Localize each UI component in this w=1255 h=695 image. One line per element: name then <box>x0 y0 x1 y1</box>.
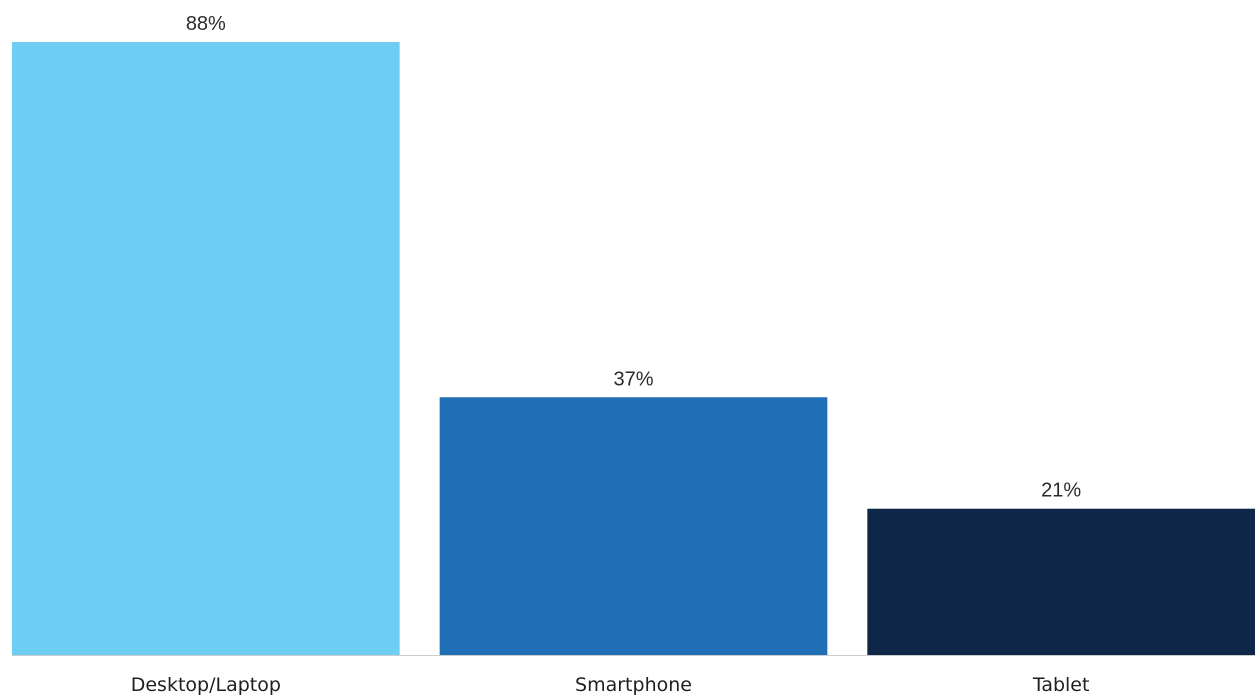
x-tick-label: Desktop/Laptop <box>131 674 281 695</box>
bars-group <box>12 42 1255 655</box>
value-labels-group: 88% 37% 21% <box>186 13 1082 502</box>
bar-desktop-laptop <box>12 42 400 655</box>
data-label: 37% <box>613 368 653 390</box>
category-labels-group: Desktop/Laptop Smartphone Tablet <box>131 674 1090 695</box>
bar-smartphone <box>439 397 828 655</box>
x-tick-label: Tablet <box>1032 674 1090 695</box>
data-label: 21% <box>1041 480 1081 502</box>
bar-tablet <box>867 508 1255 655</box>
x-tick-label: Smartphone <box>575 674 692 695</box>
data-label: 88% <box>186 13 226 35</box>
